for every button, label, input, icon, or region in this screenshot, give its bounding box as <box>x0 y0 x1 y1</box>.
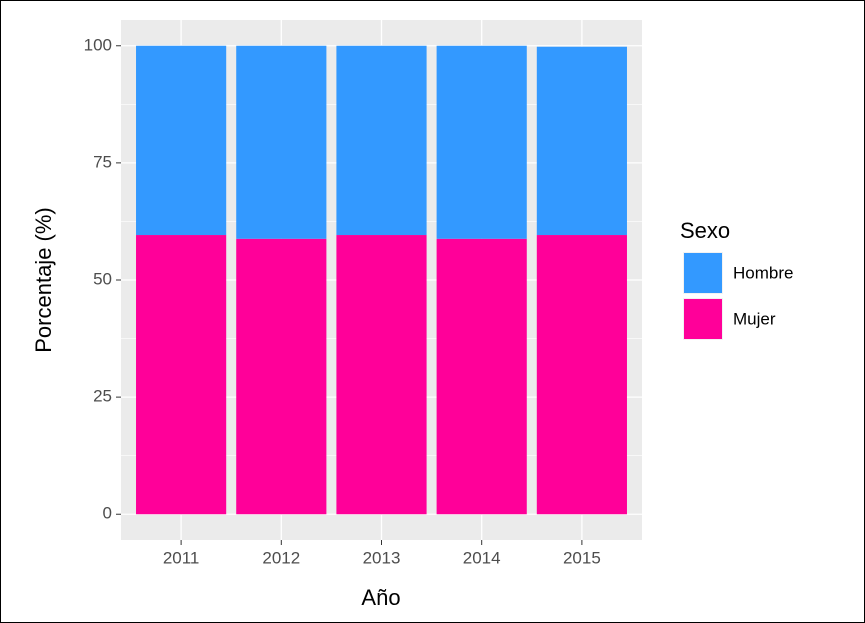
y-axis-title: Porcentaje (%) <box>31 207 56 353</box>
bar-segment <box>336 45 427 236</box>
bar-segment <box>136 235 227 515</box>
y-tick-label: 75 <box>93 152 112 171</box>
x-axis-title: Año <box>361 585 400 610</box>
y-tick-label: 25 <box>93 387 112 406</box>
x-tick-label: 2014 <box>463 548 501 567</box>
x-tick-label: 2011 <box>163 548 200 567</box>
legend-label: Mujer <box>733 309 776 328</box>
bar-segment <box>536 235 627 515</box>
bar-segment <box>136 45 227 236</box>
legend-swatch <box>684 299 722 339</box>
bar-segment <box>236 45 327 239</box>
x-tick-label: 2012 <box>262 548 300 567</box>
bar-segment <box>236 238 327 515</box>
legend-swatch <box>684 253 722 293</box>
legend-label: Hombre <box>733 263 793 282</box>
y-tick-label: 50 <box>93 269 112 288</box>
x-tick-label: 2013 <box>363 548 401 567</box>
x-tick-label: 2015 <box>563 548 601 567</box>
bar-segment <box>536 46 627 236</box>
y-tick-label: 0 <box>103 504 112 523</box>
bar-segment <box>336 235 427 515</box>
y-tick-label: 100 <box>84 35 112 54</box>
legend-title: Sexo <box>680 218 730 243</box>
bar-segment <box>436 238 527 515</box>
bar-segment <box>436 45 527 239</box>
